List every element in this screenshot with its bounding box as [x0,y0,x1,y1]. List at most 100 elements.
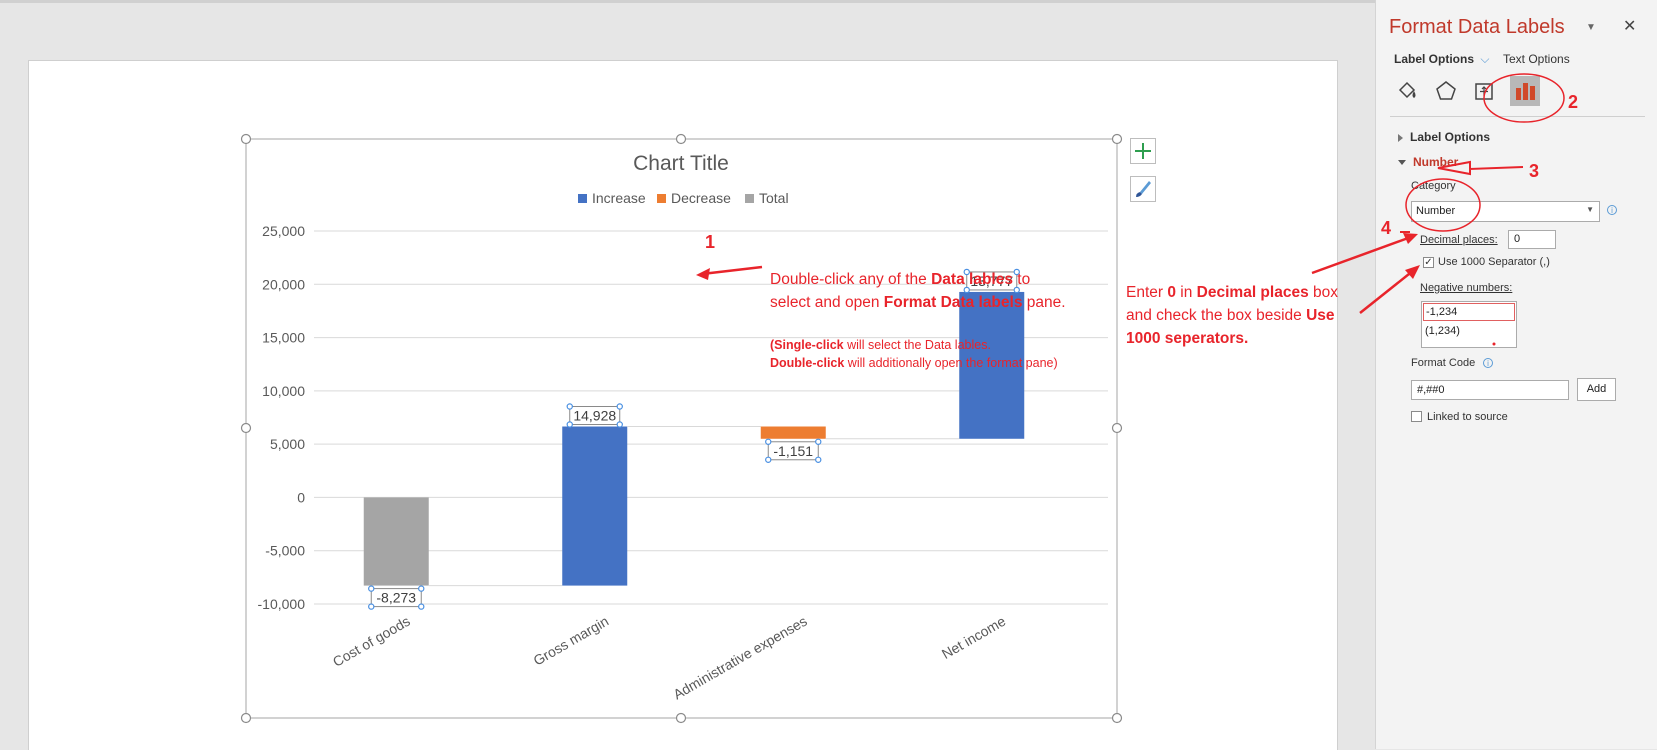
x-category-label: Gross margin [530,613,611,669]
label-options-icon[interactable] [1510,76,1540,106]
data-label-handle[interactable] [418,603,425,610]
pane-options-dropdown[interactable]: ▼ [1586,22,1596,33]
y-tick-label: 15,000 [262,330,305,346]
effects-icon[interactable] [1431,76,1461,106]
resize-handle[interactable] [675,133,687,145]
section-label-options[interactable]: Label Options [1398,130,1490,144]
format-data-labels-pane: Format Data Labels ▼ ✕ Label Options ⌵ T… [1375,0,1657,749]
x-category-label: Net income [939,613,1009,662]
data-label-box[interactable] [569,406,621,426]
caret-right-icon [1398,133,1403,142]
bar[interactable] [562,426,628,586]
dropdown-arrow-icon: ▼ [1586,205,1594,214]
waterfall-bars[interactable] [363,291,1025,587]
chart-elements-button[interactable] [1130,138,1156,164]
resize-handle[interactable] [240,422,252,434]
info-icon[interactable]: i [1483,358,1493,368]
y-axis[interactable]: 25,000 20,000 15,000 10,000 5,000 0 -5,000 -10,… [258,223,306,612]
category-select[interactable]: Number ▼ [1411,201,1600,222]
data-labels[interactable]: -8,273 14,928 -1,151 13,777 [368,268,1020,610]
bar[interactable] [760,426,826,439]
resize-handle[interactable] [240,133,252,145]
section-label-options-label: Label Options [1410,130,1491,144]
annotation-note-single-click: (Single-click will select the Data lable… [770,338,1058,370]
fill-line-icon[interactable] [1392,76,1422,106]
resize-handle[interactable] [1111,422,1123,434]
pane-title: Format Data Labels [1389,16,1565,38]
negative-option[interactable]: (1,234) [1425,325,1460,337]
ribbon-border [0,0,1375,3]
annotation-note-decimal: Enter 0 in Decimal places box and check … [1126,284,1338,347]
x-axis[interactable]: Cost of goods Gross margin Administrative … [330,613,1008,703]
bar[interactable] [959,291,1025,439]
x-category-label: Administrative expenses [670,613,809,703]
data-label-handle[interactable] [418,585,425,592]
data-label-handle[interactable] [963,286,970,294]
y-tick-label: -5,000 [265,543,305,559]
document-workspace: Chart Title Increase Decrease Total 25,000… [0,0,1375,750]
info-icon[interactable]: i [1607,205,1617,215]
tab-label-options-label: Label Options [1394,52,1475,66]
format-code-input[interactable]: #,##0 [1411,380,1569,400]
data-label[interactable]: 13,777 [970,273,1013,289]
resize-handle[interactable] [1111,712,1123,724]
data-label[interactable]: 14,928 [573,408,616,424]
caret-down-icon [1398,160,1406,166]
data-label-handle[interactable] [566,421,573,428]
chart-legend[interactable]: Increase Decrease Total [578,190,789,206]
tab-text-options-label: Text Options [1503,52,1570,66]
legend-label[interactable]: Decrease [671,190,731,206]
format-code-label: Format Code [1411,357,1476,369]
close-icon[interactable]: ✕ [1623,18,1637,35]
y-tick-label: 0 [297,489,305,505]
data-label-box[interactable] [966,271,1018,291]
decimal-places-input[interactable]: 0 [1508,230,1556,249]
data-label-handle[interactable] [963,268,970,276]
bar[interactable] [363,497,429,586]
data-label-handle[interactable] [815,438,822,445]
category-label: Category [1411,180,1456,192]
y-tick-label: 25,000 [262,223,305,239]
data-label-handle[interactable] [1013,268,1020,276]
y-tick-label: 5,000 [270,436,305,452]
chart-resize-handles[interactable] [240,133,1123,724]
data-label-handle[interactable] [368,603,375,610]
section-number[interactable]: Number [1398,155,1458,169]
data-label-handle[interactable] [765,456,772,463]
chart-styles-button[interactable] [1130,176,1156,202]
tab-label-options[interactable]: Label Options ⌵ [1394,52,1489,67]
resize-handle[interactable] [1111,133,1123,145]
paintbrush-icon [1136,181,1151,197]
legend-label[interactable]: Total [759,190,789,206]
data-label[interactable]: -1,151 [773,443,813,459]
chart-title[interactable]: Chart Title [633,152,729,175]
decimal-places-value: 0 [1514,233,1521,245]
legend-label[interactable]: Increase [592,190,646,206]
annotation-number-1: 1 [705,232,716,252]
y-tick-label: 10,000 [262,383,305,399]
data-label-handle[interactable] [1013,286,1020,294]
resize-handle[interactable] [675,712,687,724]
annotation-note-double-click: Double-click any of the Data lables to s… [770,271,1066,311]
linked-to-source-checkbox[interactable] [1411,411,1422,422]
use-1000-separator-checkbox[interactable]: ✓ [1423,257,1434,268]
data-label-handle[interactable] [368,585,375,592]
legend-swatch [578,194,587,203]
negative-option-selected[interactable]: -1,234 [1423,303,1515,321]
resize-handle[interactable] [240,712,252,724]
data-label-box[interactable] [767,441,819,461]
data-label-handle[interactable] [566,403,573,410]
data-label-box[interactable] [370,588,422,608]
tab-text-options[interactable]: Text Options [1503,52,1570,66]
data-label-handle[interactable] [616,403,623,410]
negative-numbers-label: Negative numbers: [1420,282,1513,294]
add-button-label: Add [1586,383,1607,395]
data-label[interactable]: -8,273 [376,590,416,606]
add-button[interactable]: Add [1577,378,1616,401]
negative-numbers-list[interactable]: -1,234 (1,234) [1421,301,1517,348]
data-label-handle[interactable] [616,421,623,428]
data-label-handle[interactable] [765,438,772,445]
size-properties-icon[interactable] [1469,76,1499,106]
data-label-handle[interactable] [815,456,822,463]
chart-area[interactable]: Chart Title Increase Decrease Total 25,000… [0,0,1375,749]
